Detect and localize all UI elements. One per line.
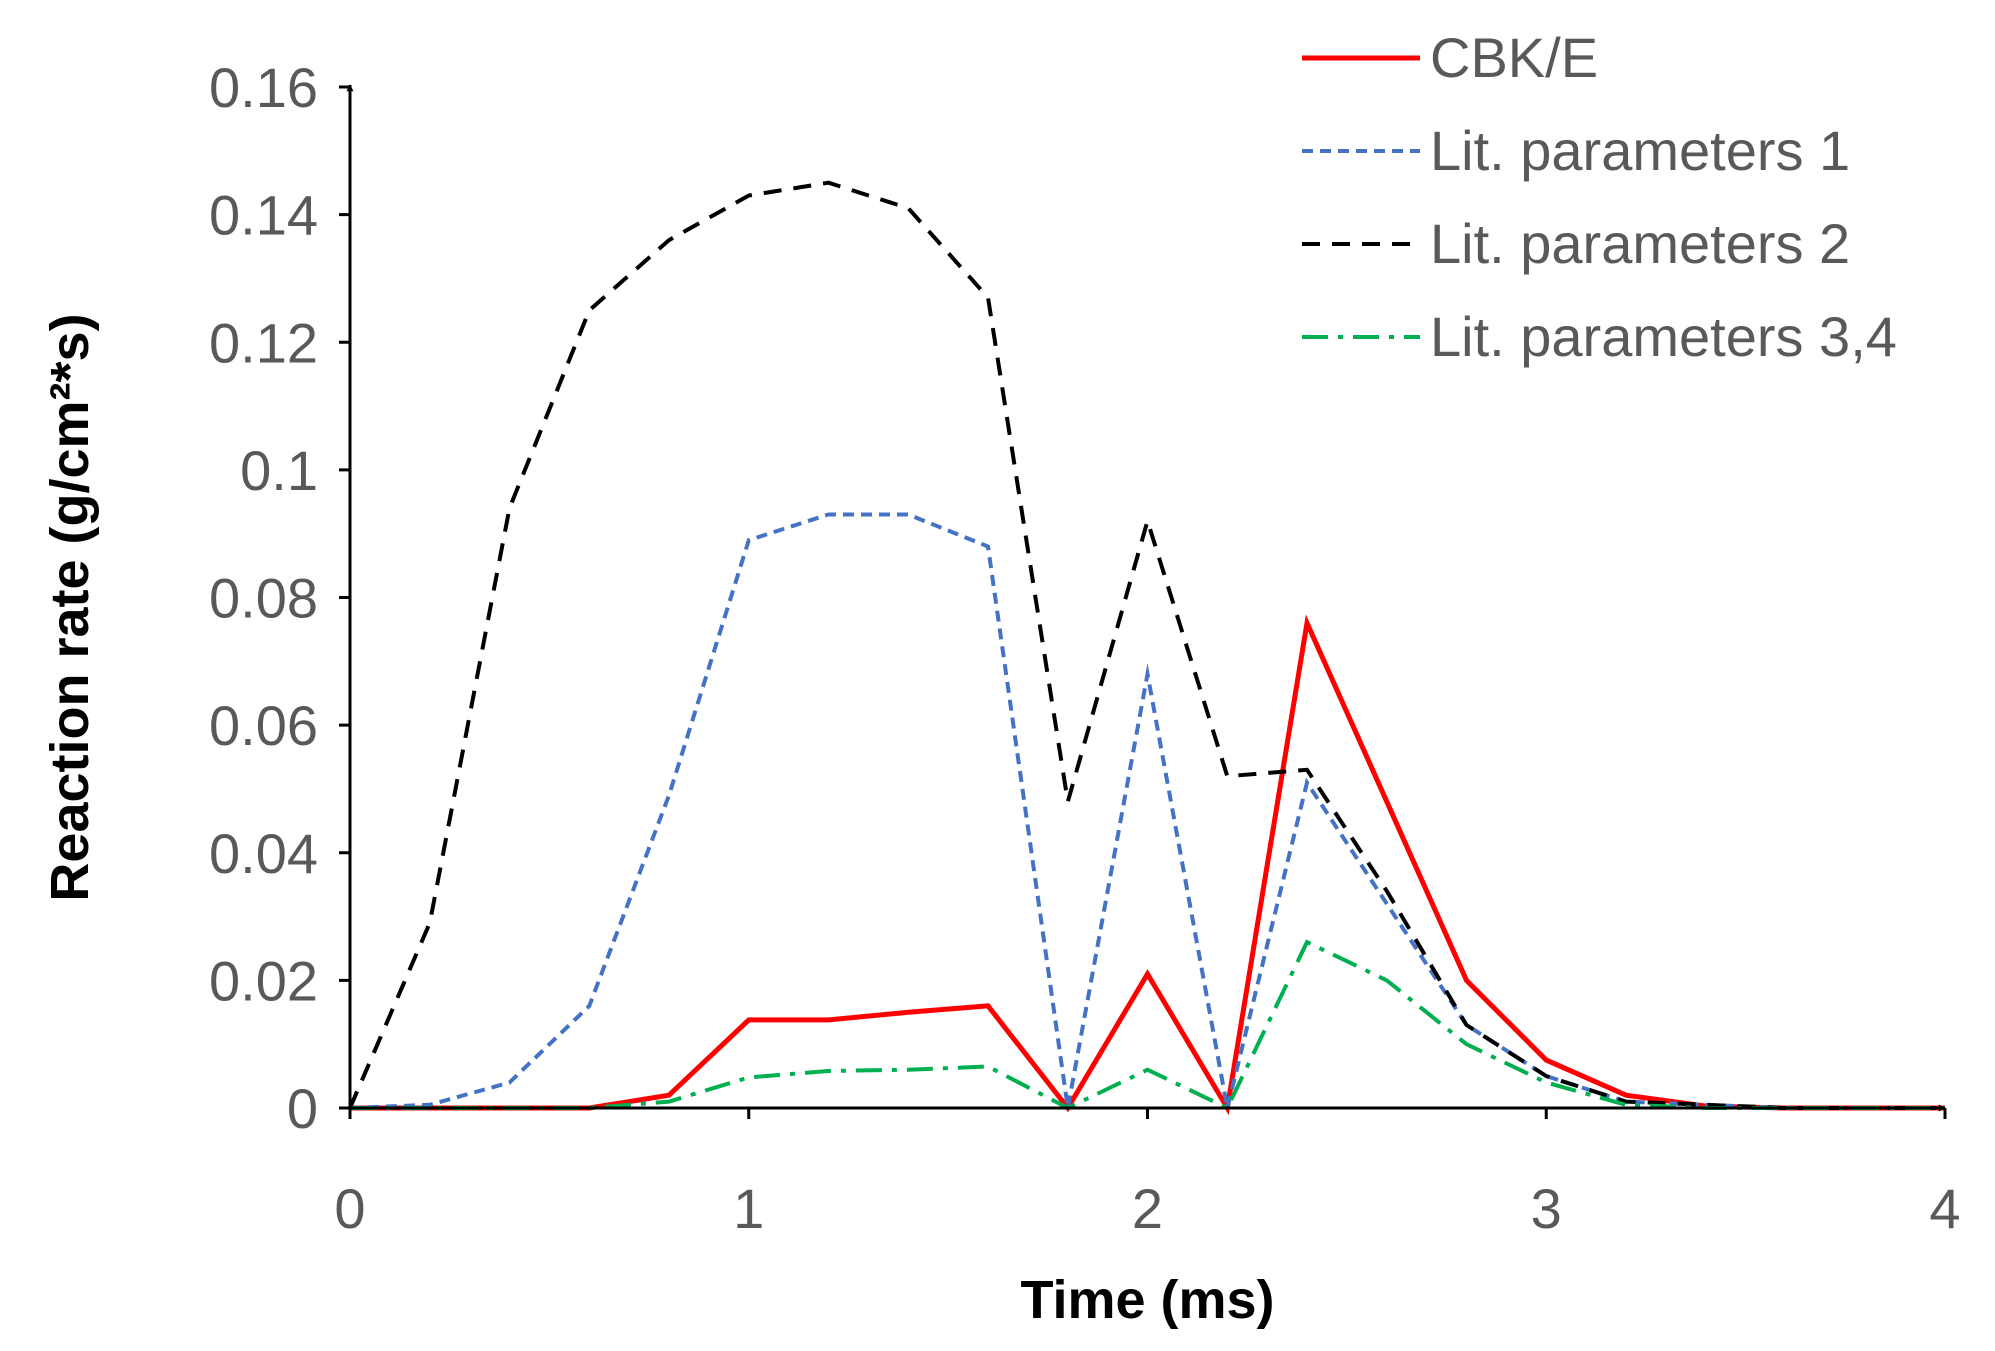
x-axis-title: Time (ms)	[1020, 1270, 1274, 1330]
x-tick-label: 3	[1531, 1177, 1562, 1240]
series-line-2	[349, 512, 1945, 1121]
y-tick-label: 0.08	[209, 567, 318, 630]
y-tick-label: 0	[287, 1077, 318, 1140]
x-tick-label: 2	[1132, 1177, 1163, 1240]
y-tick-label: 0.14	[209, 184, 318, 247]
x-tick-label: 0	[334, 1177, 365, 1240]
series-line-4	[350, 939, 1945, 1111]
legend-label-2: Lit. parameters 1	[1430, 119, 1850, 182]
x-axis-ticks: 0 1 2 3 4	[334, 1108, 1961, 1240]
series-line-1	[350, 614, 1945, 1116]
y-tick-label: 0.16	[209, 56, 318, 119]
x-tick-label: 4	[1929, 1177, 1960, 1240]
y-axis-title: Reaction rate (g/cm²*s)	[40, 313, 100, 901]
x-tick-label: 1	[733, 1177, 764, 1240]
chart-legend: CBK/E Lit. parameters 1 Lit. parameters 2 L…	[1302, 26, 1897, 368]
y-axis-ticks: 0 0.02 0.04 0.06 0.08 0.1 0.12 0.14 0.16	[209, 56, 350, 1140]
y-tick-label: 0.02	[209, 949, 318, 1012]
y-tick-label: 0.04	[209, 822, 318, 885]
y-tick-label: 0.06	[209, 694, 318, 757]
series-line-3	[348, 180, 1945, 1110]
y-tick-label: 0.12	[209, 311, 318, 374]
plot-series	[348, 180, 1945, 1121]
legend-label-3: Lit. parameters 2	[1430, 212, 1850, 275]
legend-label-1: CBK/E	[1430, 26, 1598, 89]
legend-label-4: Lit. parameters 3,4	[1430, 305, 1897, 368]
y-tick-label: 0.1	[240, 439, 318, 502]
